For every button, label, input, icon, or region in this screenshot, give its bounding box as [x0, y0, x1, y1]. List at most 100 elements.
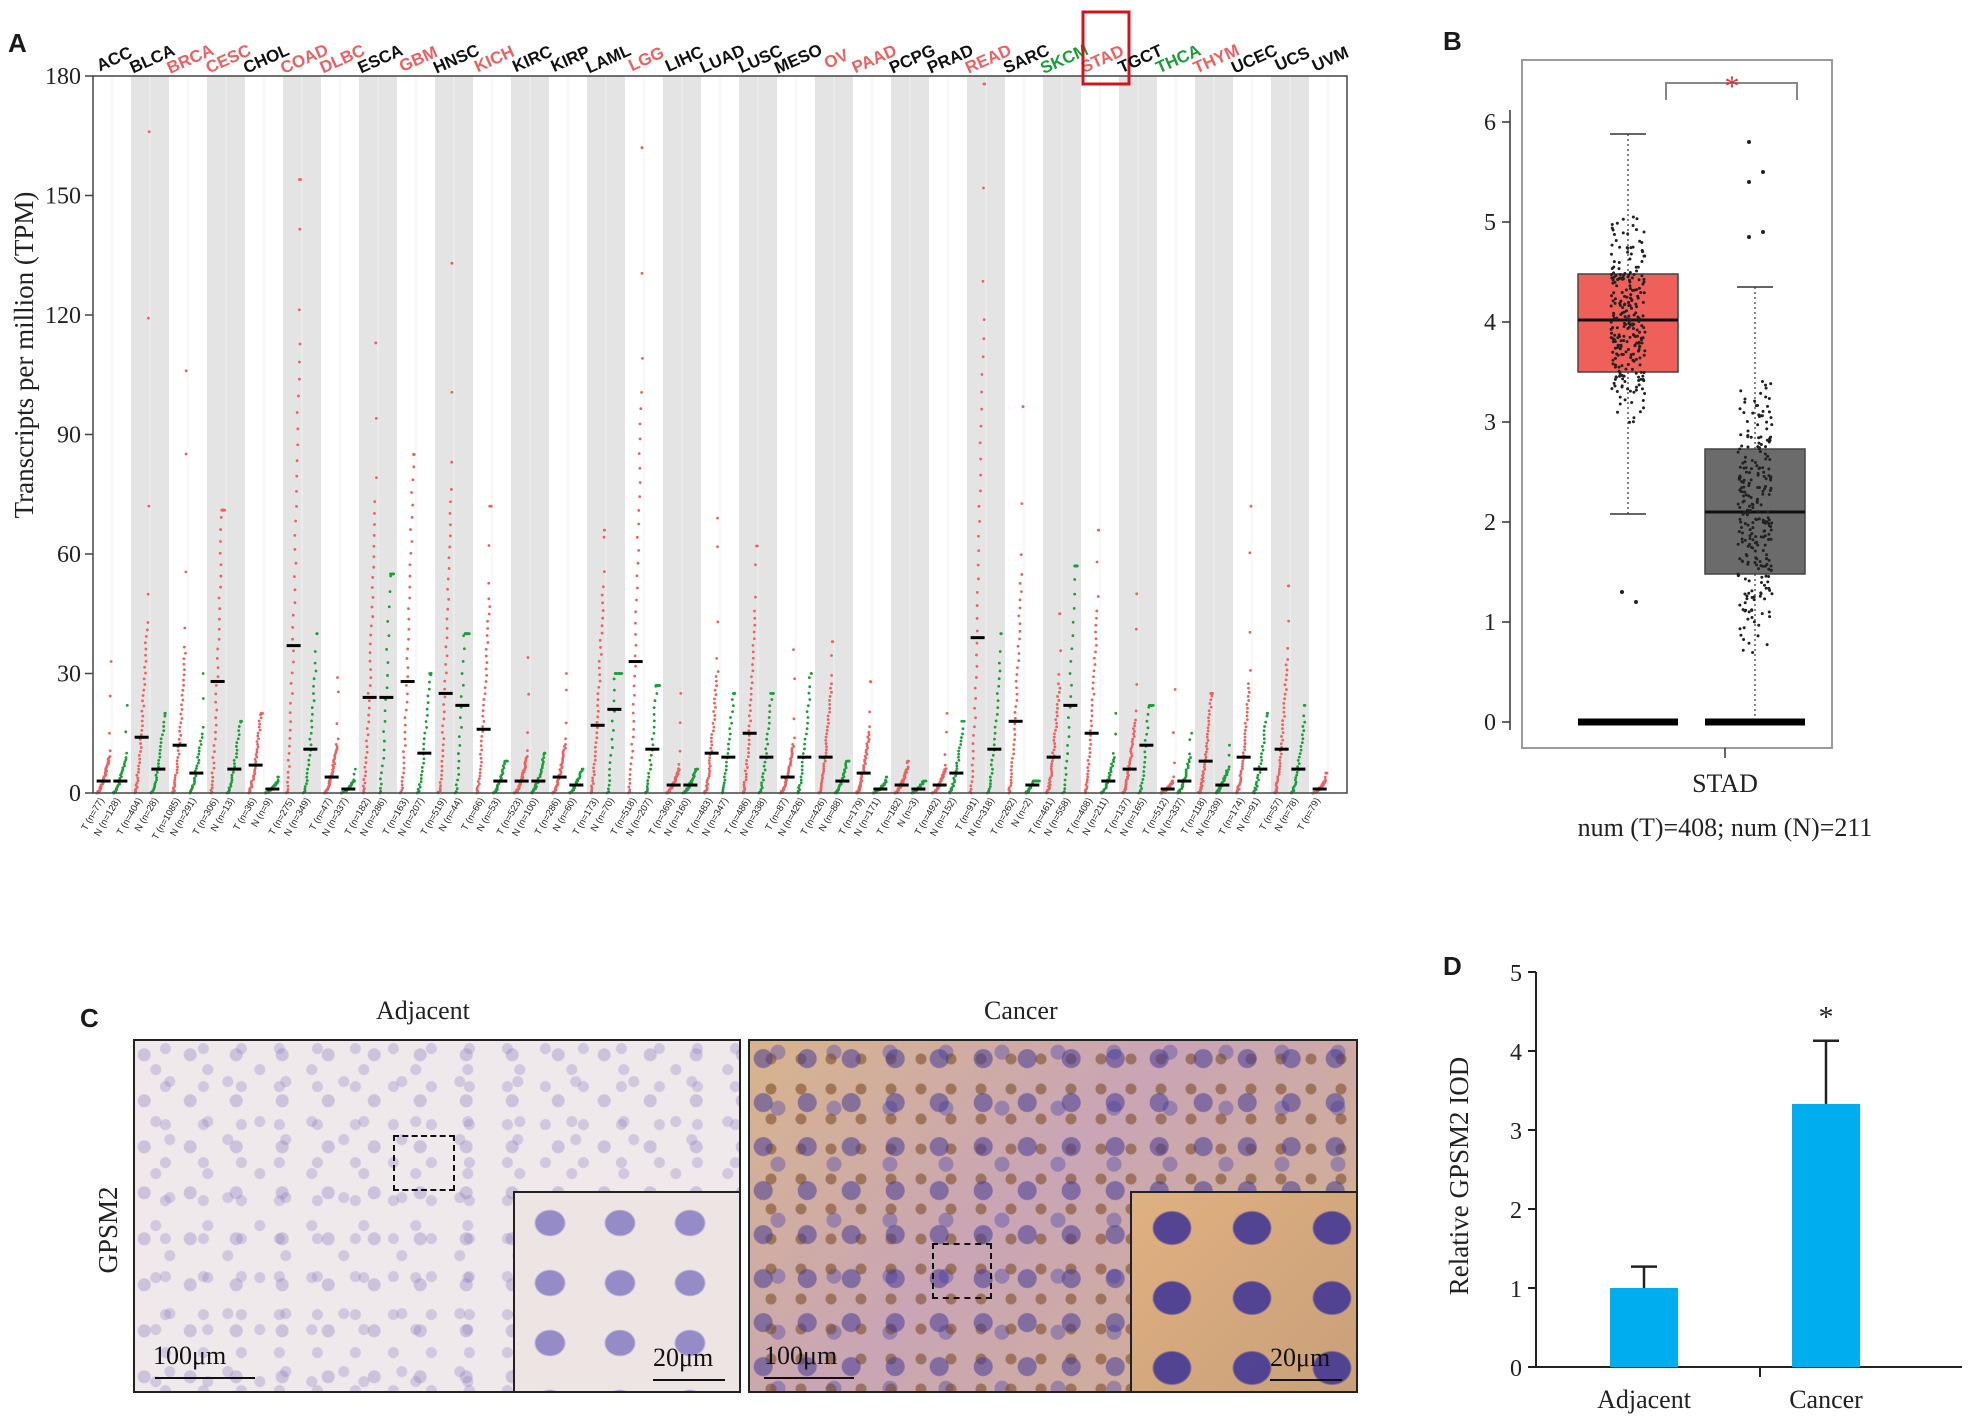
tumor-point	[756, 544, 759, 548]
normal-point	[353, 767, 357, 771]
tumor-point	[977, 577, 980, 581]
normal-point	[1265, 711, 1269, 715]
jitter-point	[1743, 601, 1747, 605]
normal-point	[307, 763, 311, 767]
tumor-point	[825, 732, 829, 736]
tumor-point	[180, 708, 184, 711]
jitter-point	[1739, 389, 1743, 393]
tumor-point	[598, 638, 602, 642]
normal-point	[770, 698, 774, 701]
tumor-point	[635, 598, 638, 602]
tumor-point	[409, 551, 413, 555]
outlier-point	[1747, 140, 1751, 144]
tumor-point	[182, 678, 185, 682]
normal-point	[731, 710, 734, 714]
tumor-point	[1056, 706, 1059, 710]
tumor-point	[402, 771, 406, 775]
y-tick-label: 2	[1484, 510, 1496, 536]
tumor-point	[599, 653, 603, 656]
tumor-point	[1018, 637, 1021, 641]
tumor-point	[1016, 666, 1019, 670]
normal-point	[1302, 729, 1306, 733]
tumor-point	[1282, 701, 1286, 705]
normal-point	[805, 710, 809, 714]
tumor-point	[865, 744, 869, 748]
jitter-point	[1642, 406, 1646, 410]
tumor-point	[632, 684, 636, 688]
tumor-point	[1278, 762, 1282, 765]
jitter-point	[1761, 520, 1765, 524]
normal-point	[1295, 773, 1299, 777]
normal-point	[1140, 787, 1144, 790]
normal-point	[200, 736, 204, 739]
normal-point	[277, 775, 280, 779]
jitter-point	[1741, 500, 1745, 504]
tumor-point	[820, 774, 824, 778]
ihc-adjacent-image: 20μm 100μm	[133, 1039, 741, 1393]
tumor-point	[407, 637, 410, 641]
y-tick-label: 2	[1510, 1198, 1522, 1224]
jitter-point	[1622, 334, 1626, 338]
normal-point	[456, 778, 460, 782]
tumor-point	[1243, 728, 1247, 732]
tumor-point	[257, 719, 261, 723]
normal-point	[389, 574, 393, 578]
jitter-point	[1614, 356, 1618, 360]
jitter-point	[1769, 486, 1773, 490]
tumor-point	[1205, 747, 1209, 751]
normal-point	[308, 737, 312, 741]
normal-point	[727, 747, 730, 751]
tumor-point	[826, 714, 830, 718]
tumor-point	[295, 504, 298, 508]
normal-point	[611, 746, 614, 749]
jitter-point	[1744, 470, 1748, 474]
tumor-point	[865, 742, 869, 746]
jitter-point	[1634, 385, 1638, 389]
tumor-point	[141, 694, 145, 697]
tumor-point	[401, 786, 405, 790]
jitter-point	[1618, 402, 1622, 406]
ihc-adjacent-title: Adjacent	[376, 996, 470, 1025]
tumor-point	[147, 130, 151, 134]
tumor-point	[830, 640, 834, 644]
tumor-point	[1277, 770, 1281, 774]
normal-point	[454, 783, 458, 787]
normal-point	[379, 782, 383, 786]
jitter-point	[1627, 300, 1631, 304]
jitter-point	[1627, 314, 1631, 318]
tumor-point	[595, 720, 599, 724]
tumor-point	[526, 731, 529, 734]
tumor-point	[1209, 698, 1213, 702]
jitter-point	[1764, 477, 1768, 481]
jitter-point	[1619, 344, 1623, 348]
tumor-point	[146, 316, 150, 320]
tumor-point	[362, 789, 366, 793]
tumor-point	[368, 642, 372, 646]
normal-point	[797, 786, 800, 790]
normal-point	[761, 775, 764, 779]
tumor-point	[1059, 649, 1062, 653]
tumor-point	[406, 692, 409, 696]
jitter-point	[1637, 278, 1641, 282]
jitter-point	[1628, 420, 1632, 424]
normal-point	[124, 756, 128, 759]
jitter-point	[1611, 299, 1615, 303]
tumor-point	[822, 762, 826, 766]
tumor-point	[298, 360, 301, 364]
tumor-point	[1058, 612, 1062, 616]
jitter-point	[1764, 557, 1768, 561]
tumor-point	[254, 753, 258, 756]
jitter-point	[1770, 592, 1774, 596]
tumor-point	[975, 604, 979, 607]
jitter-point	[1638, 330, 1642, 334]
jitter-point	[1747, 610, 1751, 614]
jitter-point	[1641, 250, 1645, 254]
jitter-point	[1620, 311, 1624, 315]
tumor-point	[632, 727, 636, 731]
normal-point	[1064, 773, 1068, 776]
normal-point	[1261, 745, 1264, 748]
jitter-point	[1765, 643, 1769, 647]
tumor-point	[749, 687, 753, 690]
tumor-point	[975, 629, 979, 633]
